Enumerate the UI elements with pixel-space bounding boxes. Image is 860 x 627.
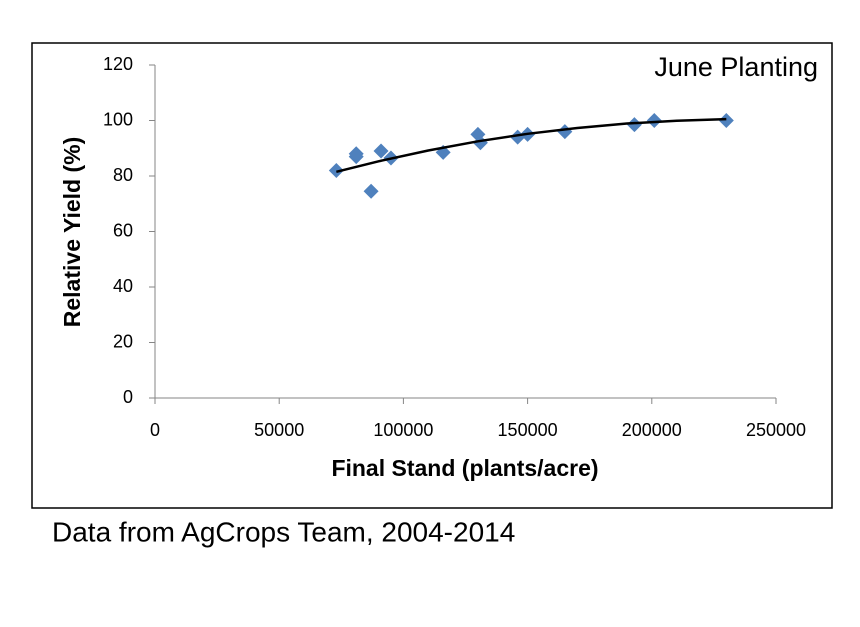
data-point <box>626 117 642 133</box>
x-tick-label: 100000 <box>373 420 433 440</box>
data-point <box>718 113 734 128</box>
x-tick-label: 200000 <box>622 420 682 440</box>
data-point <box>348 146 364 162</box>
source-note: Data from AgCrops Team, 2004-2014 <box>52 516 515 547</box>
x-tick-label: 0 <box>150 420 160 440</box>
y-tick-label: 40 <box>113 276 133 296</box>
data-point <box>328 162 344 178</box>
y-tick-label: 120 <box>103 54 133 74</box>
x-tick-label: 250000 <box>746 420 806 440</box>
data-point <box>646 113 662 128</box>
chart-title: June Planting <box>654 52 818 82</box>
y-tick-label: 0 <box>123 387 133 407</box>
x-tick-label: 50000 <box>254 420 304 440</box>
data-point <box>472 135 488 151</box>
y-tick-label: 100 <box>103 109 133 129</box>
data-point <box>373 143 389 159</box>
x-tick-label: 150000 <box>498 420 558 440</box>
data-point <box>557 124 573 140</box>
y-tick-label: 20 <box>113 331 133 351</box>
y-tick-label: 80 <box>113 165 133 185</box>
data-point <box>363 183 379 199</box>
x-axis-title: Final Stand (plants/acre) <box>331 455 598 481</box>
trend-line <box>336 117 727 174</box>
y-tick-label: 60 <box>113 220 133 240</box>
y-axis-title: Relative Yield (%) <box>59 137 85 327</box>
